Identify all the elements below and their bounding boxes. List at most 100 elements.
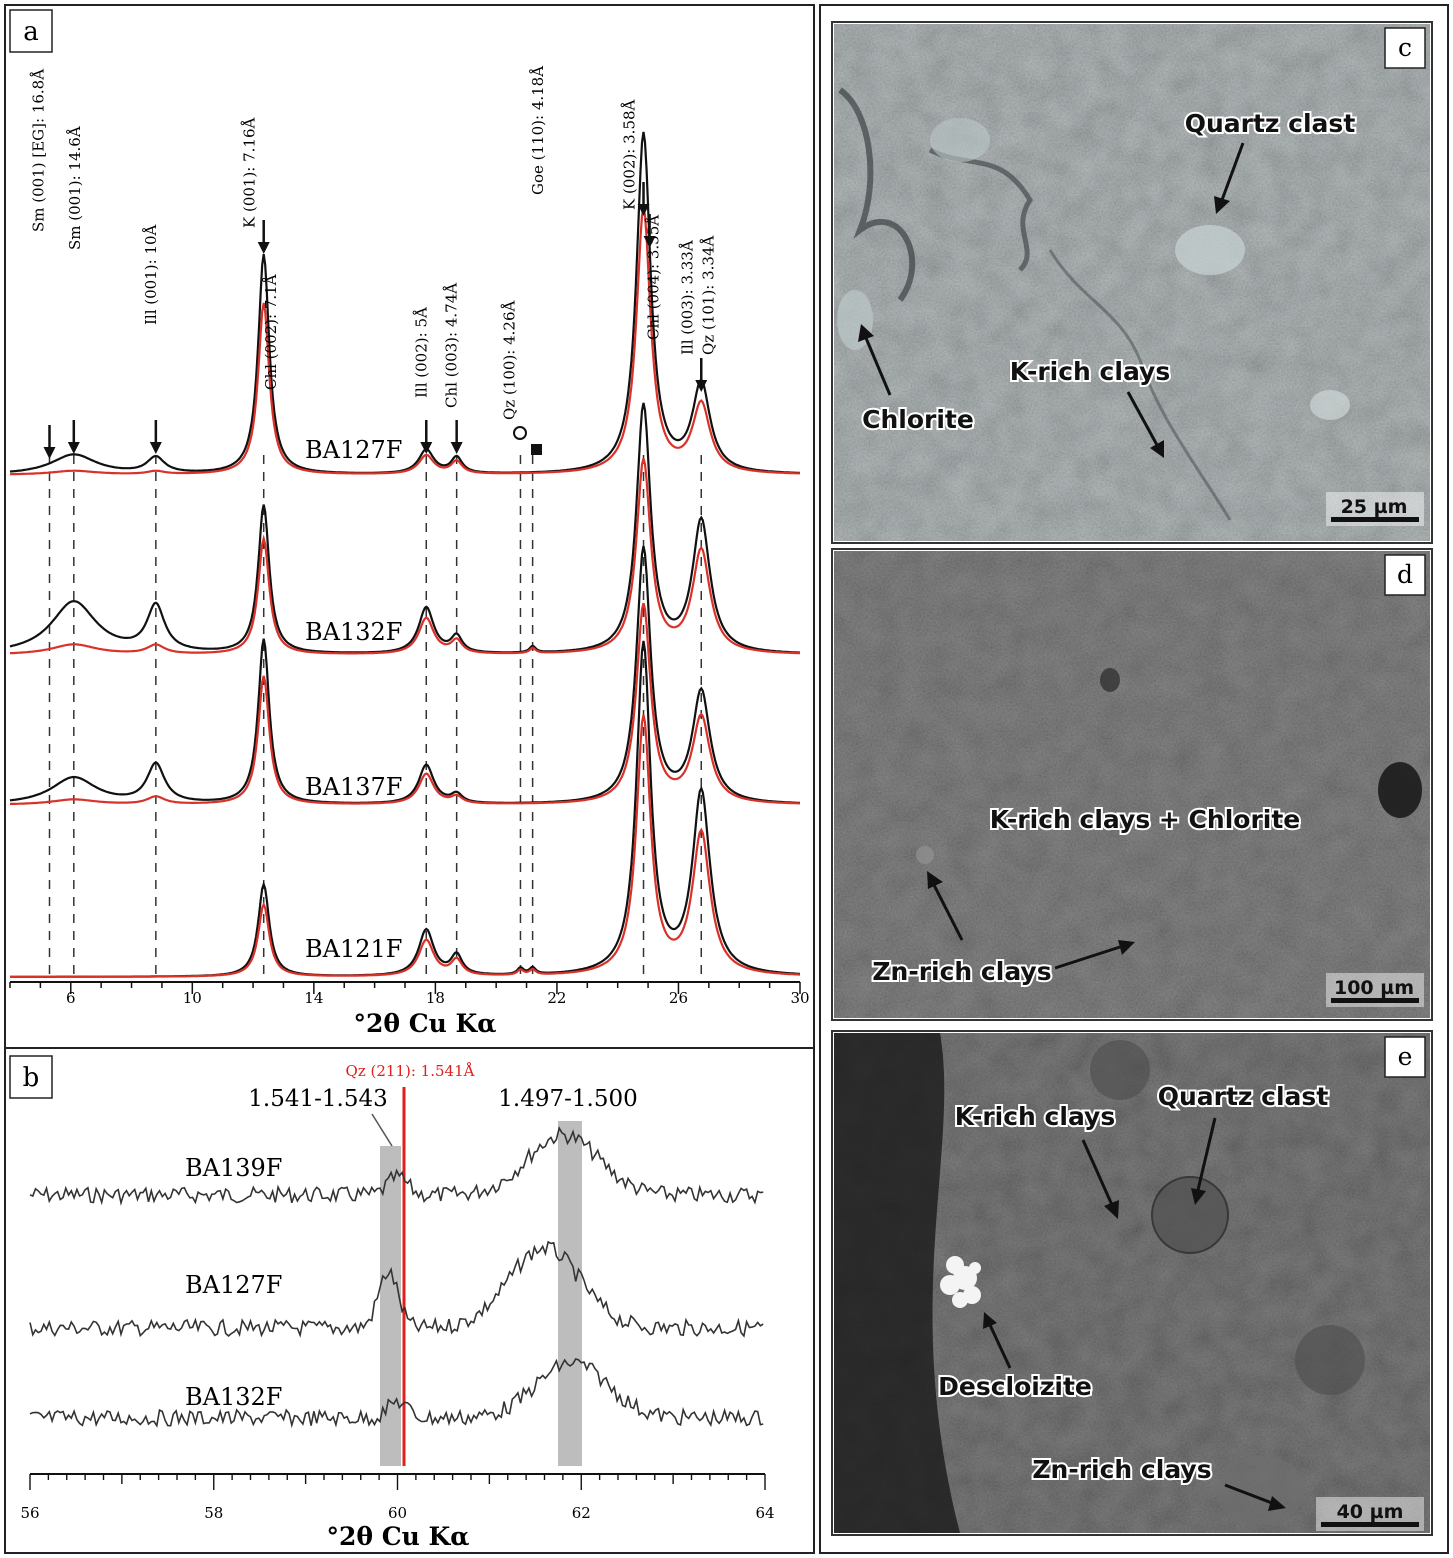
peak-band-2 bbox=[558, 1121, 582, 1466]
xrd-trace-BA132F-red bbox=[9, 458, 801, 655]
arrow-e-k-clays-icon bbox=[1081, 1139, 1119, 1219]
arrow-c-quartz-icon bbox=[1214, 142, 1245, 214]
xrd-trace-BA121F-black bbox=[10, 640, 801, 978]
b-tick-label-58: 58 bbox=[204, 1504, 223, 1522]
peak-label-0: Sm (001) [EG]: 16.8Å bbox=[30, 69, 48, 232]
xrd-trace-BA137F-black bbox=[9, 545, 801, 804]
scale-bar-d-label: 100 µm bbox=[1334, 977, 1414, 999]
sample-label-b-2: BA127F bbox=[185, 1271, 282, 1299]
label-d-k-rich-clays-chlorite: K-rich clays + Chlorite bbox=[990, 805, 1301, 834]
peak-band-1 bbox=[380, 1146, 401, 1466]
xrd-trace-b-BA132F bbox=[29, 1358, 764, 1429]
label-c-k-rich-clays: K-rich clays bbox=[1010, 357, 1170, 386]
panel-c: c Quartz clast K-rich clays Chlorite 25 … bbox=[831, 21, 1433, 544]
b-tick-label-60: 60 bbox=[388, 1504, 407, 1522]
peak-label-5: Ill (002): 5Å bbox=[412, 307, 430, 398]
panel-a-peak-guides bbox=[48, 455, 702, 980]
panel-e-letter-box bbox=[1384, 1036, 1426, 1078]
scale-bar-c bbox=[1331, 517, 1419, 522]
a-tick-label-18: 18 bbox=[426, 989, 445, 1007]
arrow-e-quartz-icon bbox=[1191, 1117, 1217, 1205]
band2-label: 1.497-1.500 bbox=[498, 1086, 637, 1112]
quartz-reference-label: Qz (211): 1.541Å bbox=[346, 1062, 475, 1080]
sample-label-b-1: BA139F bbox=[185, 1154, 282, 1182]
panel-d-letter-box bbox=[1384, 554, 1426, 596]
label-c-chlorite: Chlorite bbox=[862, 405, 974, 434]
peak-label-1: Sm (001): 14.6Å bbox=[66, 126, 84, 250]
b-tick-label-56: 56 bbox=[20, 1504, 39, 1522]
peak-arrowhead-8 bbox=[695, 380, 708, 392]
panel-e: e K-rich clays Quartz clast Descloizite … bbox=[831, 1030, 1433, 1536]
peak-arrowhead-7 bbox=[643, 236, 656, 248]
sample-label-a-3: BA137F bbox=[305, 773, 402, 801]
label-e-descloizite: Descloizite bbox=[938, 1372, 1092, 1401]
sample-label-a-4: BA121F bbox=[305, 935, 402, 963]
descloizite-grain bbox=[940, 1256, 981, 1308]
sample-label-a-2: BA132F bbox=[305, 618, 402, 646]
panel-a-peak-arrows bbox=[43, 182, 708, 459]
panel-a-peak-labels: Sm (001) [EG]: 16.8Å Sm (001): 14.6Å Ill (… bbox=[30, 66, 718, 420]
arrow-d-zn-right-icon bbox=[1054, 940, 1135, 970]
panel-e-letter: e bbox=[1398, 1042, 1413, 1071]
peak-arrowhead-6 bbox=[637, 204, 650, 216]
a-tick-label-14: 14 bbox=[304, 989, 323, 1007]
a-tick-label-10: 10 bbox=[183, 989, 202, 1007]
scale-bar-c-label: 25 µm bbox=[1341, 496, 1408, 518]
panel-a: a Sm (001) [EG]: 16.8Å Sm (001): 14.6Å Ill… bbox=[9, 9, 810, 1038]
xrd-trace-BA121F-red bbox=[10, 714, 801, 978]
arrow-d-zn-up-icon bbox=[927, 871, 964, 941]
label-c-quartz-clast: Quartz clast bbox=[1185, 109, 1356, 138]
goethite-marker-icon bbox=[531, 444, 542, 455]
panel-b: b Qz (211): 1.541Å 1.541-1.543 1.497-1.5… bbox=[9, 1055, 775, 1551]
band1-leader-line bbox=[371, 1113, 393, 1147]
peak-arrowhead-3 bbox=[257, 242, 270, 254]
peak-label-8: Goe (110): 4.18Å bbox=[529, 66, 547, 195]
label-e-zn-rich-clays: Zn-rich clays bbox=[1032, 1455, 1211, 1484]
peak-arrowhead-1 bbox=[67, 442, 80, 454]
arrow-e-zn-clays-icon bbox=[1224, 1483, 1286, 1511]
sample-label-b-3: BA132F bbox=[185, 1383, 282, 1411]
panel-d-letter: d bbox=[1397, 560, 1413, 589]
a-tick-label-6: 6 bbox=[66, 989, 76, 1007]
scale-bar-d bbox=[1331, 998, 1419, 1003]
panel-b-letter: b bbox=[23, 1063, 40, 1093]
panel-a-x-axis-label: °2θ Cu Kα bbox=[353, 1009, 496, 1038]
peak-label-4: Chl (002): 7.1Å bbox=[262, 274, 280, 390]
peak-arrowhead-0 bbox=[43, 447, 56, 459]
peak-label-10: Chl (004): 3.55Å bbox=[645, 215, 663, 340]
peak-arrowhead-5 bbox=[450, 442, 463, 454]
xrd-trace-b-BA139F bbox=[29, 1125, 764, 1206]
arrow-e-descloizite-icon bbox=[983, 1312, 1012, 1369]
xrd-trace-BA137F-red bbox=[9, 602, 801, 806]
peak-arrowhead-2 bbox=[149, 442, 162, 454]
panel-b-letter-box bbox=[9, 1055, 53, 1099]
xrd-trace-b-BA127F bbox=[29, 1240, 764, 1338]
peak-label-7: Qz (100): 4.26Å bbox=[500, 300, 518, 420]
band1-label: 1.541-1.543 bbox=[248, 1086, 387, 1112]
b-tick-label-64: 64 bbox=[755, 1504, 774, 1522]
peak-label-6: Chl (003): 4.74Å bbox=[443, 283, 461, 408]
right-panel-frame bbox=[819, 4, 1449, 1554]
panel-d: d K-rich clays + Chlorite Zn-rich clays … bbox=[831, 548, 1433, 1021]
peak-label-11: Ill (003): 3.33Å bbox=[678, 240, 696, 355]
peak-label-9: K (002): 3.58Å bbox=[621, 99, 639, 210]
panel-a-letter-box bbox=[9, 9, 53, 53]
a-tick-label-26: 26 bbox=[669, 989, 688, 1007]
a-tick-label-22: 22 bbox=[547, 989, 566, 1007]
label-e-k-rich-clays: K-rich clays bbox=[955, 1102, 1115, 1131]
arrow-c-chlorite-icon bbox=[858, 324, 892, 396]
panel-a-xrd-traces bbox=[9, 131, 801, 978]
panel-a-x-ticks: 6 10 14 18 22 26 30 bbox=[9, 982, 810, 1007]
panel-c-letter: c bbox=[1398, 33, 1412, 62]
scale-bar-e bbox=[1321, 1522, 1419, 1527]
scale-bar-e-label: 40 µm bbox=[1337, 1501, 1404, 1523]
xrd-trace-BA132F-black bbox=[9, 402, 801, 654]
peak-arrowhead-4 bbox=[420, 442, 433, 454]
panel-b-xrd-traces bbox=[29, 1125, 764, 1429]
panel-b-x-ticks: 56 58 60 62 64 bbox=[20, 1474, 775, 1522]
sample-label-a-1: BA127F bbox=[305, 436, 402, 464]
peak-label-12: Qz (101): 3.34Å bbox=[699, 235, 717, 355]
panel-c-letter-box bbox=[1384, 27, 1426, 69]
quartz-marker-icon bbox=[513, 426, 527, 440]
